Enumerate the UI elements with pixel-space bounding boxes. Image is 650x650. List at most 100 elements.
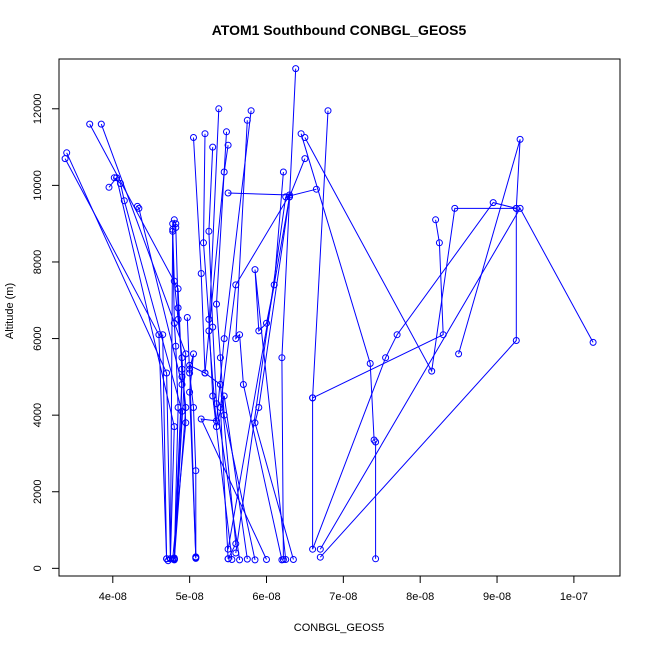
data-point: [224, 555, 232, 563]
data-point: [263, 556, 270, 563]
data-point: [278, 354, 286, 362]
chart-title: ATOM1 Southbound CONBGL_GEOS5: [212, 22, 467, 38]
data-point: [166, 555, 174, 563]
profile-line: [312, 110, 521, 550]
data-point: [243, 555, 251, 563]
y-tick-label: 8000: [32, 250, 44, 274]
data-point: [190, 404, 197, 411]
data-point: [309, 545, 317, 553]
profile-line: [64, 158, 168, 559]
data-point: [316, 553, 324, 561]
data-point: [224, 141, 232, 149]
data-point: [382, 354, 390, 362]
data-point: [215, 105, 223, 113]
data-point: [455, 350, 463, 358]
data-point: [263, 319, 270, 327]
data-point: [255, 404, 263, 411]
data-point: [174, 304, 182, 312]
profile-line: [200, 110, 267, 560]
data-point: [205, 227, 213, 235]
data-point: [232, 281, 240, 289]
data-point: [120, 197, 128, 205]
data-point: [209, 143, 217, 151]
data-point: [216, 404, 224, 411]
profile-line: [319, 207, 594, 550]
data-point: [286, 191, 293, 199]
data-point: [209, 323, 217, 331]
data-point: [435, 239, 443, 247]
data-point: [178, 373, 186, 381]
data-point: [279, 168, 287, 176]
data-point: [216, 354, 224, 362]
data-point: [192, 467, 200, 475]
data-point: [174, 404, 182, 411]
profile-line: [189, 353, 197, 557]
data-point: [205, 315, 213, 323]
data-point: [220, 168, 228, 176]
data-point: [186, 365, 194, 373]
x-tick-label: 4e-08: [99, 591, 127, 603]
data-point: [163, 369, 171, 377]
data-point: [197, 270, 205, 277]
profile-line: [227, 158, 306, 550]
data-point: [170, 423, 178, 431]
x-tick-label: 5e-08: [176, 591, 204, 603]
data-point: [324, 107, 332, 115]
data-point: [197, 415, 205, 423]
data-point: [86, 120, 94, 128]
data-point: [200, 239, 207, 247]
data-point: [170, 277, 178, 285]
data-point: [183, 314, 191, 321]
data-point: [223, 128, 230, 136]
y-axis: 0 2000 4000 6000 8000 10000 12000: [32, 93, 60, 571]
profile-line: [208, 147, 241, 560]
profile-line: [281, 68, 297, 560]
data-point: [170, 319, 178, 327]
data-point: [270, 281, 278, 289]
profile-line: [254, 196, 294, 560]
data-point: [289, 556, 297, 563]
profile-line: [202, 133, 233, 560]
data-point: [169, 227, 177, 235]
data-point: [372, 438, 380, 446]
data-point: [209, 392, 217, 400]
data-point: [232, 335, 240, 343]
profile-line: [219, 192, 291, 559]
data-point: [370, 436, 378, 444]
x-axis-label: CONBGL_GEOS5: [294, 622, 384, 634]
data-point: [105, 183, 113, 191]
data-point: [255, 327, 263, 335]
data-point: [301, 134, 309, 141]
profile-line: [235, 120, 283, 561]
data-point: [174, 285, 182, 293]
data-point: [174, 315, 182, 323]
y-axis-label: Altitude (m): [4, 283, 16, 339]
data-point: [239, 381, 247, 388]
data-point: [247, 107, 255, 115]
x-tick-label: 8e-08: [406, 591, 434, 603]
data-point: [312, 185, 320, 193]
data-point: [186, 388, 194, 396]
profile-line: [215, 131, 256, 561]
x-tick-label: 6e-08: [252, 591, 280, 603]
data-point: [316, 545, 324, 553]
data-point: [220, 392, 228, 400]
data-point: [366, 360, 374, 367]
profile-line: [172, 231, 187, 559]
data-point: [286, 193, 293, 201]
data-point: [216, 381, 224, 388]
x-tick-label: 7e-08: [329, 591, 357, 603]
data-point: [178, 407, 186, 415]
data-point: [190, 350, 197, 358]
data-point: [516, 135, 524, 143]
data-point: [220, 411, 228, 419]
x-tick-label: 9e-08: [483, 591, 511, 603]
data-point: [589, 338, 597, 346]
data-point: [282, 193, 290, 201]
y-tick-label: 0: [32, 565, 44, 571]
profile-line: [300, 133, 377, 559]
profile-line: [312, 219, 444, 399]
y-tick-label: 4000: [32, 403, 44, 427]
data-point: [170, 216, 178, 224]
